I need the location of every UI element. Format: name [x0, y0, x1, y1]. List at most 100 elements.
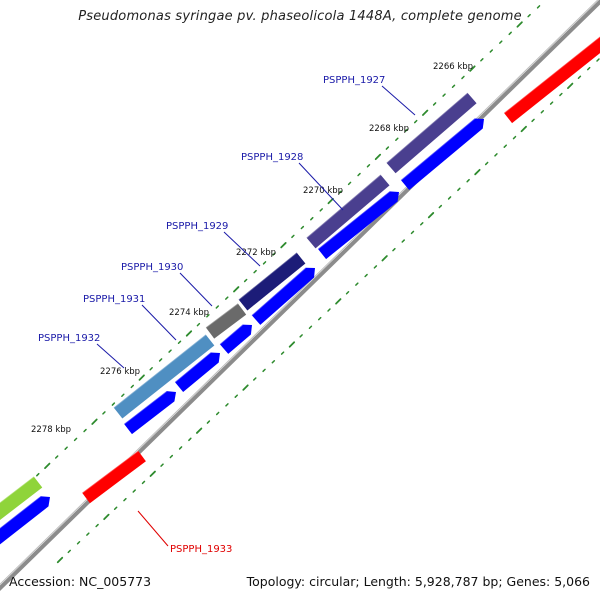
cog-bar-1929 [238, 252, 306, 311]
tick-mark-outer [215, 411, 220, 416]
tick-mark-inner [413, 119, 418, 124]
tick-mark-outer [56, 556, 64, 564]
label-layer: 2266 kbp 2268 kbp 2270 kbp 2272 kbp 2274 kbp… [31, 62, 473, 555]
tick-mark-inner [102, 411, 106, 415]
cds-reverse-top-bevel [503, 35, 600, 114]
cds-forward-6-bevel [0, 495, 41, 529]
tick-mark-outer [242, 384, 249, 391]
cog-bar-1927 [386, 92, 477, 174]
tick-mark-inner [327, 197, 334, 205]
tick-mark-inner [36, 472, 40, 477]
tick-mark-outer [234, 394, 238, 398]
cds-forward-1 [317, 191, 399, 260]
tick-mark-outer [484, 161, 489, 166]
tick-mark-outer [457, 187, 461, 192]
tick-mark-inner [253, 269, 257, 274]
cds-forward-4 [174, 352, 220, 393]
tick-mark-outer [141, 480, 146, 485]
tick-mark-outer [308, 325, 313, 329]
tick-mark-inner [385, 146, 390, 150]
tick-mark-outer [373, 265, 378, 269]
tick-mark-inner [64, 446, 68, 450]
tick-mark-inner [527, 13, 531, 18]
tick-mark-inner [54, 455, 59, 459]
tick-mark-outer [123, 497, 127, 502]
tick-mark-outer [253, 377, 257, 381]
tick-mark-inner [73, 437, 78, 442]
tick-mark-outer [410, 230, 415, 235]
cds-reverse-top [503, 36, 600, 124]
tick-mark-inner [243, 278, 248, 283]
cds-forward-0-bevel [400, 117, 475, 181]
tick-mark-outer [392, 247, 396, 252]
tick-mark-inner [262, 261, 267, 265]
tick-mark-outer [520, 125, 527, 133]
gene-label: PSPPH_1932 [38, 333, 100, 344]
tick-mark-outer [420, 222, 424, 226]
genome-summary: Topology: circular; Length: 5,928,787 bp… [246, 574, 590, 589]
gene-leader-line [381, 85, 416, 116]
tick-mark-inner [44, 462, 51, 470]
tick-mark-outer [335, 298, 342, 305]
cds-forward-4-bevel [174, 351, 211, 383]
tick-mark-inner [442, 93, 446, 97]
tick-mark-outer [494, 153, 498, 157]
feature-track [0, 35, 600, 545]
tick-mark-inner [516, 21, 523, 28]
tick-mark-inner [149, 367, 153, 371]
cds-forward-3-bevel [219, 324, 243, 345]
tick-mark-inner [451, 84, 456, 89]
tick-mark-inner [91, 418, 98, 425]
cog-bar-1927-bevel [385, 92, 468, 164]
tick-label: 2268 kbp [369, 124, 409, 134]
tick-mark-outer [401, 239, 405, 243]
tick-mark-outer [567, 82, 574, 90]
tick-label: 2272 kbp [236, 248, 276, 258]
tick-mark-inner [357, 172, 361, 177]
cds-forward-2 [251, 267, 315, 325]
tick-mark-track [0, 5, 600, 564]
tick-mark-inner [461, 75, 465, 80]
cds-forward-3 [219, 324, 252, 354]
tick-mark-inner [121, 393, 125, 397]
tick-mark-outer [317, 316, 322, 321]
tick-mark-outer [381, 255, 388, 262]
tick-mark-inner [374, 153, 382, 161]
tick-mark-outer [280, 351, 285, 355]
cds-reverse-1933 [82, 450, 146, 504]
tick-mark-outer [262, 368, 266, 373]
tick-mark-outer [225, 403, 229, 407]
tick-mark-outer [577, 75, 582, 79]
tick-mark-outer [95, 523, 99, 528]
gene-leader-line [223, 231, 261, 267]
tick-mark-inner [83, 428, 87, 433]
tick-mark-inner [280, 242, 287, 249]
tick-mark-inner [130, 384, 135, 389]
tick-mark-outer [438, 204, 443, 209]
tick-mark-outer [355, 282, 359, 286]
tick-mark-inner [480, 58, 484, 62]
tick-mark-outer [103, 513, 110, 521]
tick-mark-outer [132, 489, 136, 493]
tick-mark-inner [111, 402, 116, 406]
tick-mark-outer [549, 101, 554, 105]
gene-label: PSPPH_1929 [166, 221, 228, 232]
tick-mark-inner [291, 234, 295, 239]
tick-label: 2274 kbp [169, 308, 209, 318]
tick-mark-inner [272, 252, 276, 256]
tick-mark-inner [138, 374, 145, 381]
tick-mark-inner [196, 322, 201, 327]
cog-bar-1930 [205, 303, 247, 339]
cds-forward-5-bevel [123, 390, 167, 425]
tick-mark-outer [327, 308, 331, 312]
tick-mark-inner [404, 128, 409, 133]
cds-forward-6 [0, 496, 50, 545]
tick-mark-outer [345, 291, 350, 295]
tick-mark-outer [512, 135, 517, 140]
cog-bar-1928 [306, 174, 390, 249]
tick-mark-inner [177, 340, 182, 345]
tick-mark-outer [271, 359, 276, 364]
tick-label: 2276 kbp [100, 367, 140, 377]
tick-label: 2266 kbp [433, 62, 473, 72]
tick-mark-inner [225, 296, 229, 300]
